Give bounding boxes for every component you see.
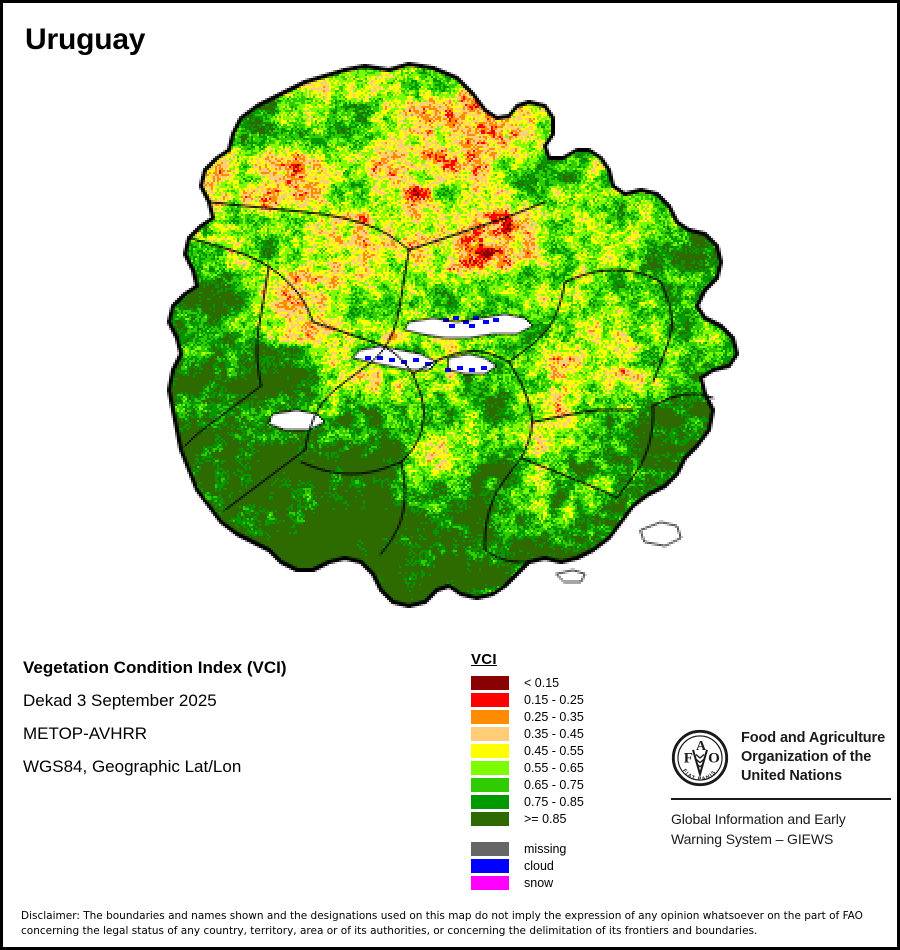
legend-class-label: >= 0.85 [524, 812, 567, 826]
legend-class-swatch [471, 676, 509, 690]
disclaimer-text: Disclaimer: The boundaries and names sho… [21, 910, 863, 938]
legend-class-swatch [471, 812, 509, 826]
legend-class-label: 0.15 - 0.25 [524, 693, 584, 707]
legend-class-swatch [471, 761, 509, 775]
legend-special-label: snow [524, 876, 554, 890]
legend-class-label: 0.55 - 0.65 [524, 761, 584, 775]
info-product: Vegetation Condition Index (VCI) [23, 658, 287, 677]
fao-org-line-1: Food and Agriculture [741, 730, 886, 746]
legend-class-row: 0.25 - 0.35 [471, 709, 584, 725]
legend-spacer [471, 828, 584, 841]
giews-line-2: Warning System – GIEWS [671, 830, 834, 847]
fao-organization-name: Food and Agriculture Organization of the… [741, 729, 885, 786]
legend-title: VCI [471, 651, 497, 668]
legend-class-swatch [471, 744, 509, 758]
legend-special-label: cloud [524, 859, 554, 873]
fao-header: F A O FIAT PANIS Food and Agriculture Or… [671, 729, 893, 787]
legend-class-label: 0.75 - 0.85 [524, 795, 584, 809]
legend-special-row: snow [471, 875, 584, 891]
legend-class-row: 0.75 - 0.85 [471, 794, 584, 810]
map-info-block: Vegetation Condition Index (VCI) Dekad 3… [23, 658, 443, 790]
legend-class-row: < 0.15 [471, 675, 584, 691]
legend-special-swatch [471, 842, 509, 856]
legend-special-row: cloud [471, 858, 584, 874]
info-sensor: METOP-AVHRR [23, 724, 148, 743]
legend-special-label: missing [524, 842, 567, 856]
fao-branding: F A O FIAT PANIS Food and Agriculture Or… [671, 729, 893, 850]
legend-special-swatch [471, 876, 509, 890]
legend-class-label: 0.25 - 0.35 [524, 710, 584, 724]
legend-class-label: 0.65 - 0.75 [524, 778, 584, 792]
fao-divider [671, 798, 891, 800]
giews-line-1: Global Information and Early [671, 811, 846, 827]
legend-class-row: 0.45 - 0.55 [471, 743, 584, 759]
giews-system-name: Global Information and Early Warning Sys… [671, 810, 893, 850]
legend-special-swatch [471, 859, 509, 873]
legend-class-label: < 0.15 [524, 676, 560, 690]
legend-class-row: 0.35 - 0.45 [471, 726, 584, 742]
map-raster [153, 58, 763, 628]
legend-class-row: 0.15 - 0.25 [471, 692, 584, 708]
legend-class-swatch [471, 727, 509, 741]
page-title: Uruguay [25, 23, 146, 56]
legend-class-row: >= 0.85 [471, 811, 584, 827]
svg-text:O: O [708, 751, 720, 767]
legend-class-row: 0.65 - 0.75 [471, 777, 584, 793]
legend-special-list: missing cloud snow [471, 841, 584, 891]
legend-class-label: 0.45 - 0.55 [524, 744, 584, 758]
legend-class-row: 0.55 - 0.65 [471, 760, 584, 776]
fao-logo-icon: F A O FIAT PANIS [671, 729, 729, 787]
legend-class-swatch [471, 795, 509, 809]
svg-text:F: F [684, 751, 693, 767]
legend-class-swatch [471, 778, 509, 792]
fao-org-line-2: Organization of the [741, 749, 872, 766]
svg-text:A: A [696, 739, 706, 754]
legend-class-swatch [471, 710, 509, 724]
legend: VCI < 0.15 0.15 - 0.25 0.25 - 0.35 0.35 - 0… [471, 651, 584, 892]
info-period: Dekad 3 September 2025 [23, 691, 217, 710]
vci-map [153, 58, 763, 628]
fao-org-line-3: United Nations [741, 768, 842, 785]
legend-special-row: missing [471, 841, 584, 857]
legend-class-list: < 0.15 0.15 - 0.25 0.25 - 0.35 0.35 - 0.45 0… [471, 675, 584, 827]
legend-class-swatch [471, 693, 509, 707]
legend-class-label: 0.35 - 0.45 [524, 727, 584, 741]
info-projection: WGS84, Geographic Lat/Lon [23, 757, 242, 776]
